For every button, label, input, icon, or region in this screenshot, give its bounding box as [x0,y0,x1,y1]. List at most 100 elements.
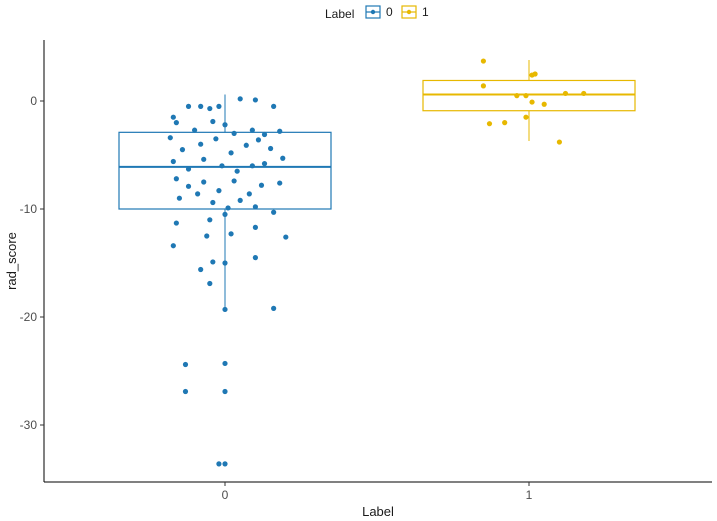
point-0 [198,266,204,273]
point-0 [255,137,262,143]
y-axis-title: rad_score [4,232,19,290]
point-0 [219,163,225,169]
y-tick-label: -30 [20,418,38,432]
point-1 [514,93,520,99]
point-0 [192,127,198,133]
point-0 [201,156,207,162]
y-tick-label: -10 [20,202,38,216]
point-1 [480,83,486,89]
point-0 [170,158,176,165]
point-0 [182,388,189,395]
point-1 [541,101,547,107]
plot-area: 0 -10 -20 -30 0 1 [20,40,712,502]
point-1 [523,114,529,120]
point-0 [249,127,255,133]
point-0 [231,130,237,136]
point-0 [173,220,179,226]
point-0 [182,361,189,368]
point-1 [532,71,538,77]
point-0 [222,461,228,467]
point-0 [173,176,179,182]
point-0 [231,178,237,184]
legend: Label 0 1 [325,5,429,21]
point-0 [176,195,182,201]
point-0 [185,166,192,172]
point-1 [523,93,529,99]
point-0 [228,150,234,156]
point-0 [216,103,222,109]
legend-key-point [406,9,412,15]
point-0 [283,234,289,240]
point-0 [222,211,228,217]
point-0 [170,243,176,249]
legend-entry-0: 0 [365,5,393,19]
point-0 [249,163,255,169]
point-0 [280,155,286,161]
y-tick-label: 0 [30,94,37,108]
x-tick-label: 1 [526,488,533,502]
point-1 [581,90,587,97]
point-0 [207,280,213,287]
point-0 [243,142,249,148]
point-0 [216,188,222,194]
point-0 [170,114,176,120]
point-0 [246,191,252,197]
legend-key-point [370,9,376,15]
legend-title: Label [325,7,354,21]
point-0 [225,205,231,211]
point-0 [185,183,192,189]
point-0 [252,204,258,210]
point-0 [261,131,268,138]
point-0 [179,147,186,153]
point-0 [252,97,258,103]
point-0 [167,135,173,141]
point-0 [222,306,228,313]
legend-label: 1 [422,5,429,19]
box-1 [422,59,636,141]
x-axis-title: Label [362,504,394,519]
point-0 [207,217,213,223]
legend-label: 0 [386,5,393,19]
point-0 [271,305,277,311]
point-0 [258,182,265,188]
point-0 [210,259,216,265]
point-0 [185,103,192,109]
point-0 [198,103,204,109]
point-0 [271,209,277,215]
legend-entry-1: 1 [401,5,429,19]
point-0 [204,233,210,239]
box-body [118,131,332,210]
point-1 [556,139,563,145]
point-0 [207,105,213,112]
point-0 [277,128,283,134]
point-0 [268,145,274,152]
point-0 [237,197,243,203]
point-0 [198,141,204,147]
point-1 [480,58,486,64]
point-0 [237,96,243,102]
point-0 [201,179,207,185]
point-0 [261,161,268,167]
point-1 [529,99,535,105]
point-0 [271,103,277,109]
point-0 [210,199,216,206]
point-1 [562,90,569,97]
point-1 [502,120,508,126]
point-0 [216,461,222,467]
point-0 [195,191,201,197]
point-0 [222,360,228,367]
point-0 [252,255,258,261]
point-1 [486,121,493,127]
point-0 [252,224,258,230]
box-body [422,79,636,112]
point-0 [213,136,219,142]
point-0 [277,180,283,186]
x-tick-label: 0 [222,488,229,502]
point-0 [222,388,228,395]
point-0 [173,120,179,126]
point-0 [222,260,228,266]
point-0 [210,118,216,125]
point-0 [228,231,234,237]
point-0 [222,122,228,128]
